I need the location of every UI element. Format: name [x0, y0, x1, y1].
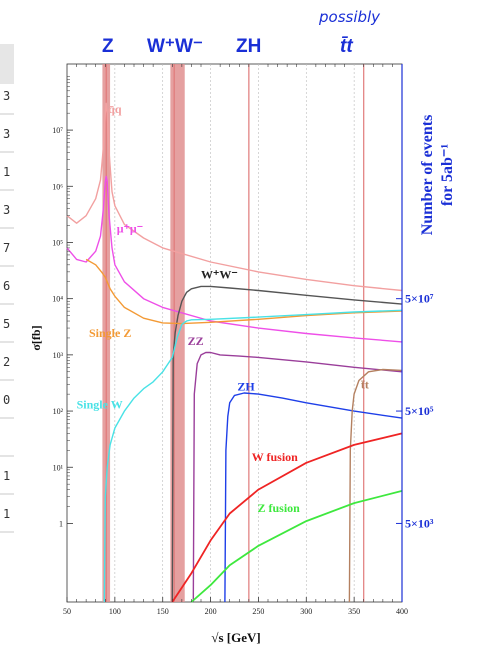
axes: 50 100 150 200 250 300 350 400 1 10¹ 10² 10³ 10⁴ 10⁵ 1…: [52, 64, 434, 616]
series-curve-6: [224, 392, 403, 603]
left-table-cell: 0: [3, 393, 10, 407]
x-axis-title: √s [GeV]: [211, 630, 260, 645]
y-tick-label: 10³: [53, 351, 64, 360]
top-label-zh: ZH: [236, 36, 261, 57]
series-labels: q̄q μ⁺μ⁻ W⁺W⁻ Single Z ZZ Single W ZH t̄t W fusi…: [77, 102, 369, 515]
series-label-0: q̄q: [108, 102, 122, 116]
series-curve-5: [103, 309, 403, 603]
plot-background: [66, 63, 403, 603]
left-table-cell: 3: [3, 89, 10, 103]
left-table-cell: 1: [3, 165, 10, 179]
series-curve-1: [66, 175, 403, 343]
x-tick-label: 200: [205, 607, 217, 616]
right-tick-label: 5×10⁵: [405, 404, 434, 418]
left-table-cell: 2: [3, 355, 10, 369]
x-tick-label: 100: [109, 607, 121, 616]
series-curve-8: [171, 432, 403, 603]
series-curve-2: [171, 285, 403, 603]
left-table-cell: 3: [3, 127, 10, 141]
top-label-ttbar: t̄t: [340, 36, 353, 57]
y-tick-label: 10⁴: [52, 295, 63, 304]
series-label-1: μ⁺μ⁻: [117, 222, 143, 236]
threshold-lines: [105, 64, 365, 602]
series-label-3: Single Z: [89, 326, 131, 340]
y-tick-label: 10²: [53, 407, 64, 416]
series-curves: [66, 102, 403, 603]
y-tick-label: 10¹: [53, 463, 64, 472]
x-tick-label: 300: [300, 607, 312, 616]
series-curve-4: [192, 351, 403, 603]
left-table-cell: 5: [3, 317, 10, 331]
y-tick-label: 10⁷: [52, 126, 63, 135]
left-table-cell: 1: [3, 469, 10, 483]
y-tick-label: 10⁵: [52, 238, 63, 247]
possibly-note: possibly: [318, 8, 381, 26]
series-curve-0: [66, 102, 403, 292]
grid-lines: [114, 64, 355, 602]
left-table-fragment: 3 3 1 3 7 6 5 2 0 1 1: [0, 44, 14, 533]
series-label-8: W fusion: [252, 450, 298, 464]
right-tick-label: 5×10⁷: [405, 292, 434, 306]
plot-frame: [66, 63, 403, 603]
left-table-cell: 6: [3, 279, 10, 293]
right-tick-label: 5×10³: [405, 516, 434, 530]
x-tick-label: 150: [157, 607, 169, 616]
y-tick-label: 10⁶: [52, 182, 63, 191]
right-axis-title-line1: Number of events: [419, 115, 436, 236]
series-label-6: ZH: [237, 380, 255, 394]
top-label-ww: W⁺W⁻: [147, 36, 203, 57]
series-curve-7: [348, 368, 403, 603]
series-label-5: Single W: [77, 398, 123, 412]
left-table-cell: 1: [3, 507, 10, 521]
y-tick-label: 1: [59, 519, 63, 528]
series-label-7: t̄t: [361, 378, 369, 392]
left-table-cell: 7: [3, 241, 10, 255]
x-tick-label: 250: [252, 607, 264, 616]
series-label-2: W⁺W⁻: [201, 267, 238, 281]
series-label-4: ZZ: [188, 334, 204, 348]
x-tick-label: 350: [348, 607, 360, 616]
y-axis-title: σ[fb]: [29, 325, 43, 350]
x-tick-label: 50: [63, 607, 71, 616]
series-curve-3: [85, 258, 403, 325]
top-label-z: Z: [102, 36, 114, 57]
left-table-cell: 3: [3, 203, 10, 217]
right-axis-title-line2: for 5ab⁻¹: [439, 144, 456, 206]
series-label-9: Z fusion: [257, 501, 300, 515]
table-header-cell: [0, 44, 14, 84]
series-curve-9: [190, 490, 403, 603]
x-tick-label: 400: [396, 607, 408, 616]
